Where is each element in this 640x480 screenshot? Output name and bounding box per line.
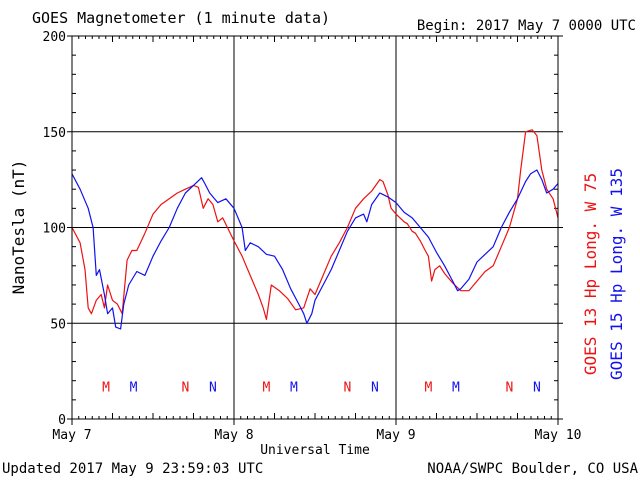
legend-goes15: GOES 15 Hp Long. W 135 xyxy=(607,168,626,380)
updated-timestamp: Updated 2017 May 9 23:59:03 UTC xyxy=(2,461,263,477)
plot-frame xyxy=(71,35,559,420)
series-line-0 xyxy=(72,129,558,320)
event-marker-m: M xyxy=(262,380,270,395)
series-lines xyxy=(72,129,558,330)
begin-label: Begin: 2017 May 7 0000 UTC xyxy=(417,18,636,34)
series-line-1 xyxy=(72,169,558,330)
event-marker-m: M xyxy=(424,380,432,395)
y-tick-label: 150 xyxy=(43,126,66,141)
x-axis-label: Universal Time xyxy=(260,443,370,458)
y-tick-label: 100 xyxy=(43,222,66,237)
chart-grid xyxy=(72,36,558,419)
event-marker-m: M xyxy=(452,380,460,395)
chart-axes: 0 50 100 150 200 May 7 May 8 May 9 May 10 xyxy=(43,30,582,443)
x-tick-label: May 7 xyxy=(52,428,91,443)
event-marker-n: N xyxy=(343,380,351,395)
legend-goes13: GOES 13 Hp Long. W 75 xyxy=(581,173,600,375)
y-tick-label: 200 xyxy=(43,30,66,45)
event-marker-m: M xyxy=(290,380,298,395)
y-tick-label: 50 xyxy=(50,317,66,332)
x-tick-label: May 8 xyxy=(214,428,253,443)
event-marker-n: N xyxy=(181,380,189,395)
y-tick-label: 0 xyxy=(58,413,66,428)
event-marker-n: N xyxy=(533,380,541,395)
chart-title: GOES Magnetometer (1 minute data) xyxy=(32,9,330,27)
event-marker-n: N xyxy=(209,380,217,395)
event-marker-m: M xyxy=(130,380,138,395)
event-marker-n: N xyxy=(371,380,379,395)
event-marker-n: N xyxy=(505,380,513,395)
credit-label: NOAA/SWPC Boulder, CO USA xyxy=(427,461,638,477)
y-axis-label: NanoTesla (nT) xyxy=(9,160,28,295)
event-marker-m: M xyxy=(102,380,110,395)
event-markers: M N M N M NM N M N M N xyxy=(102,380,541,395)
x-tick-label: May 9 xyxy=(376,428,415,443)
x-tick-label: May 10 xyxy=(535,428,582,443)
